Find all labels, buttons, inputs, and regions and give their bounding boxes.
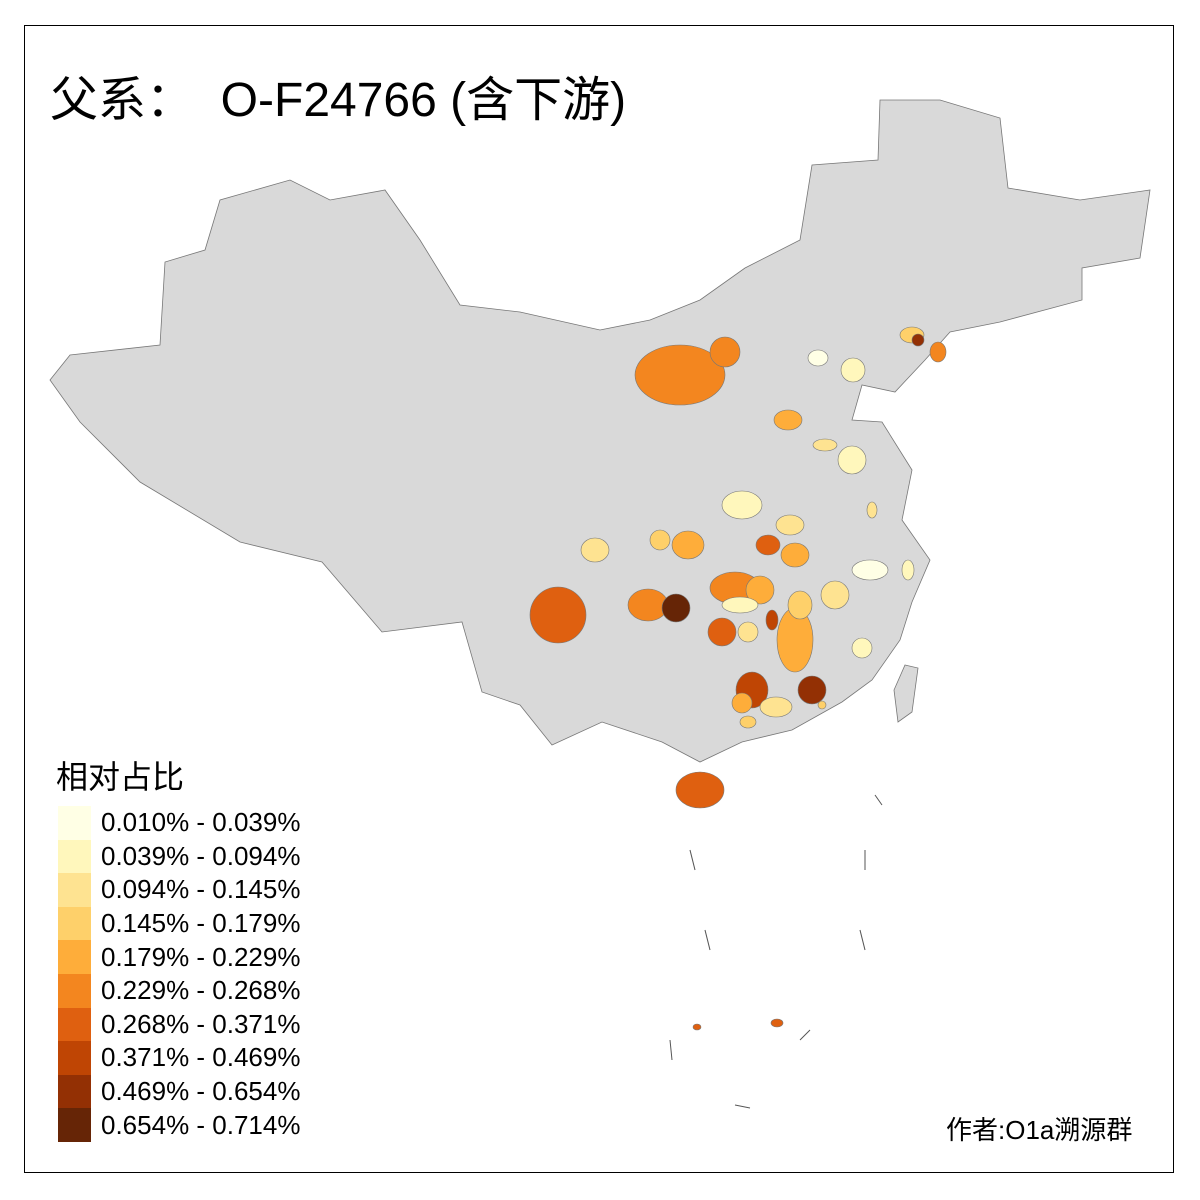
- legend-label: 0.371% - 0.469%: [101, 1042, 301, 1073]
- legend-item: 0.371% - 0.469%: [58, 1041, 300, 1075]
- region-shape: [812, 438, 838, 452]
- author-credit: 作者:O1a溯源群: [946, 1115, 1133, 1145]
- region-shape: [675, 771, 725, 809]
- region-shape: [580, 537, 610, 563]
- region-shape: [837, 445, 867, 475]
- legend-item: 0.094% - 0.145%: [58, 873, 300, 907]
- legend-item: 0.179% - 0.229%: [58, 940, 300, 974]
- region-shape: [866, 501, 878, 519]
- region-shape: [770, 1018, 784, 1028]
- legend-swatch: [58, 906, 91, 941]
- region-shape: [851, 637, 873, 659]
- island-boundary: [859, 929, 866, 951]
- legend-item: 0.229% - 0.268%: [58, 974, 300, 1008]
- region-shape: [773, 409, 803, 431]
- region-shape: [529, 586, 587, 644]
- island-boundary: [734, 1104, 751, 1109]
- legend-swatch: [58, 873, 91, 907]
- legend-label: 0.010% - 0.039%: [101, 807, 301, 838]
- legend-label: 0.179% - 0.229%: [101, 941, 301, 972]
- legend-swatch: [58, 839, 91, 874]
- legend-item: 0.469% - 0.654%: [58, 1074, 301, 1109]
- legend-item: 0.654% - 0.714%: [58, 1108, 300, 1142]
- region-shape: [692, 1023, 702, 1031]
- region-shape: [627, 588, 669, 622]
- island-boundary: [799, 1029, 811, 1041]
- region-shape: [807, 349, 829, 367]
- island-boundary: [874, 794, 883, 806]
- legend-item: 0.010% - 0.039%: [58, 806, 300, 840]
- legend-label: 0.654% - 0.714%: [101, 1109, 301, 1140]
- region-shape: [739, 715, 757, 729]
- region-shape: [780, 542, 810, 568]
- legend-label: 0.268% - 0.371%: [101, 1008, 301, 1039]
- island-boundary: [689, 849, 696, 871]
- china-mainland: [49, 99, 1151, 763]
- legend-item: 0.145% - 0.179%: [58, 906, 301, 941]
- region-shape: [709, 336, 741, 368]
- legend-title: 相对占比: [56, 759, 185, 795]
- region-shape: [707, 617, 737, 647]
- legend-label: 0.469% - 0.654%: [101, 1076, 301, 1107]
- map-title: 父系： O-F24766 (含下游): [50, 74, 627, 127]
- region-shape: [745, 575, 775, 605]
- region-shape: [661, 593, 691, 623]
- legend-item: 0.039% - 0.094%: [58, 839, 301, 874]
- legend-swatch: [58, 1041, 91, 1075]
- region-shape: [721, 490, 763, 520]
- legend-swatch: [58, 1074, 91, 1109]
- taiwan: [893, 664, 919, 723]
- region-shape: [797, 675, 827, 705]
- region-shape: [634, 344, 726, 406]
- island-boundary: [704, 929, 711, 951]
- legend-swatch: [58, 1007, 91, 1042]
- region-shape: [671, 530, 705, 560]
- region-shape: [840, 357, 866, 383]
- legend-label: 0.145% - 0.179%: [101, 908, 301, 939]
- region-shape: [787, 590, 813, 620]
- region-shape: [817, 700, 827, 710]
- legend-swatch: [58, 1108, 91, 1142]
- region-shape: [737, 621, 759, 643]
- legend-label: 0.039% - 0.094%: [101, 840, 301, 871]
- legend-item: 0.268% - 0.371%: [58, 1007, 301, 1042]
- legend-swatch: [58, 940, 91, 974]
- region-shape: [901, 559, 915, 581]
- map-frame: [24, 25, 1174, 1173]
- region-shape: [759, 696, 793, 718]
- region-shape: [755, 534, 781, 556]
- legend-swatch: [58, 806, 91, 840]
- region-shape: [765, 609, 779, 631]
- legend-label: 0.229% - 0.268%: [101, 975, 301, 1006]
- legend-swatch: [58, 974, 91, 1008]
- region-shape: [851, 559, 889, 581]
- region-shape: [649, 529, 671, 551]
- region-shape: [820, 580, 850, 610]
- legend-label: 0.094% - 0.145%: [101, 874, 301, 905]
- region-shape: [911, 333, 925, 347]
- region-shape: [731, 692, 753, 714]
- region-shape: [929, 341, 947, 363]
- island-boundary: [669, 1039, 673, 1061]
- region-shape: [721, 596, 759, 614]
- region-shape: [775, 514, 805, 536]
